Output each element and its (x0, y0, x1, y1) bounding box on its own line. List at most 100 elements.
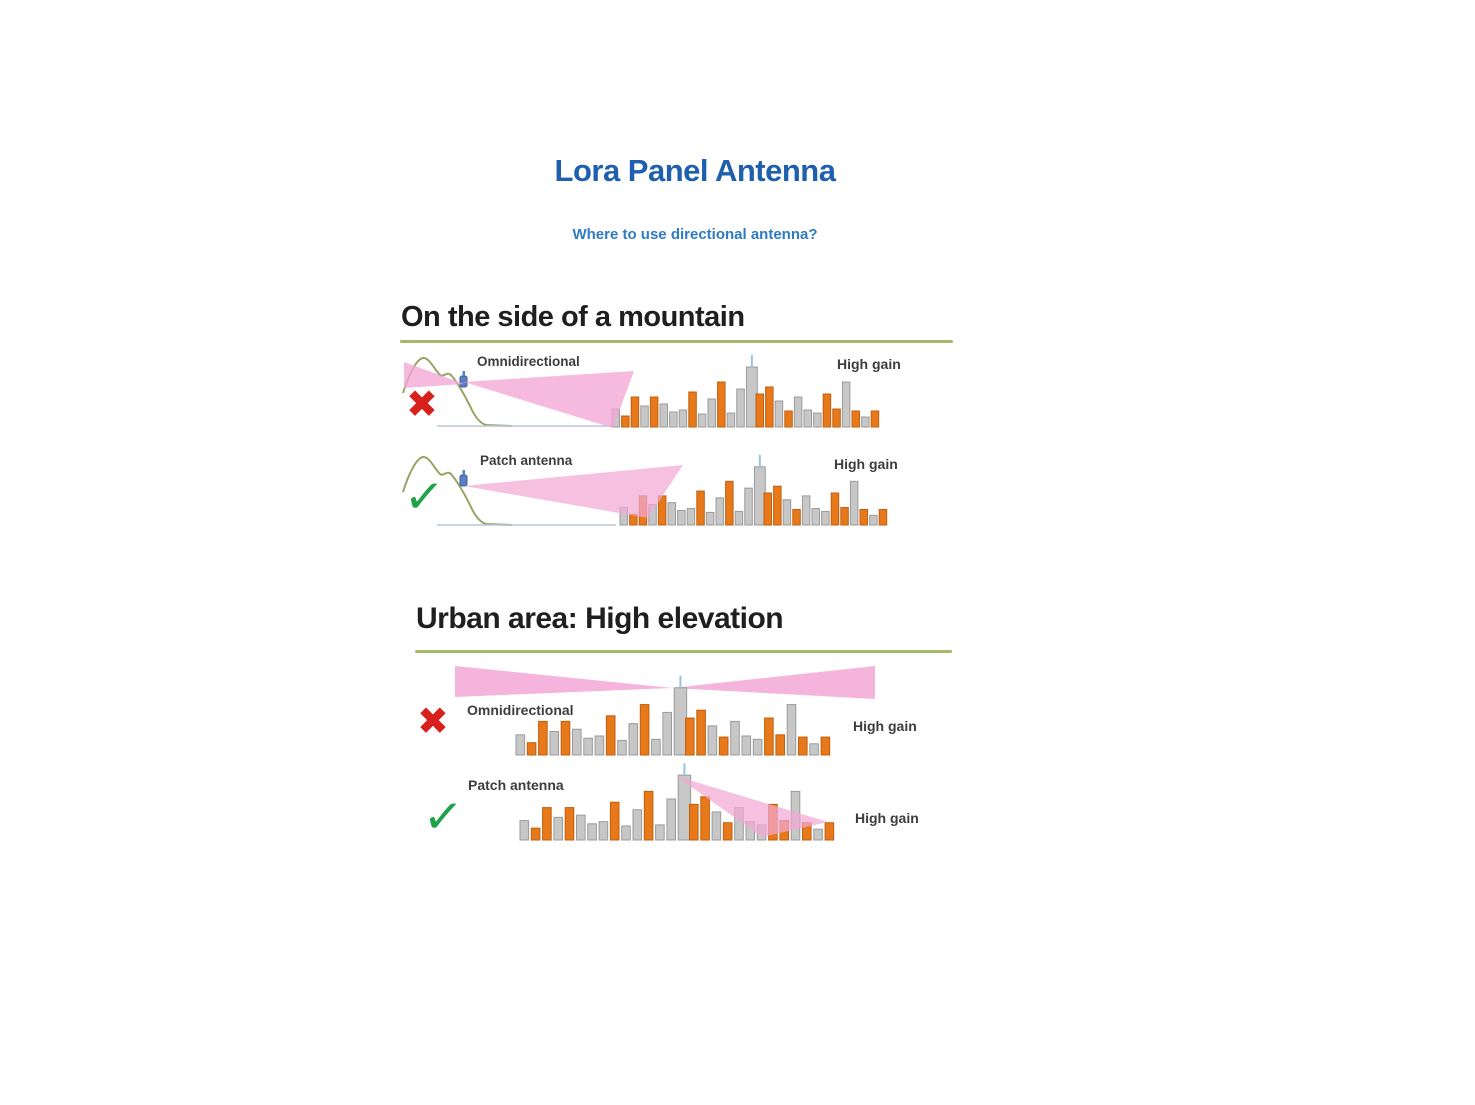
gain-label: High gain (834, 456, 898, 472)
city-skyline (519, 763, 835, 841)
page-title: Lora Panel Antenna (554, 153, 836, 188)
building (519, 820, 530, 841)
mountain-omni-scene (402, 355, 880, 428)
building (809, 743, 819, 756)
building (878, 508, 888, 526)
building (542, 807, 552, 841)
gain-label: High gain (853, 718, 917, 734)
building (643, 790, 654, 841)
patch-beam-cone (464, 465, 683, 518)
building (655, 824, 665, 841)
building (538, 720, 548, 756)
building (792, 508, 801, 526)
antenna-type-label: Patch antenna (480, 453, 573, 468)
tower-building (673, 687, 688, 756)
city-skyline (619, 454, 888, 526)
antenna-type-label: Patch antenna (468, 777, 564, 793)
building (824, 822, 835, 841)
building (793, 396, 803, 428)
gateway-antenna-icon (459, 375, 468, 388)
building (689, 803, 699, 841)
building (707, 725, 718, 756)
building (763, 492, 772, 526)
building (678, 409, 688, 428)
building (628, 723, 639, 756)
building (832, 408, 841, 428)
building (639, 704, 650, 756)
building (849, 480, 859, 526)
building (651, 738, 661, 756)
urban-omni-scene (455, 666, 875, 756)
building (821, 510, 830, 526)
building (813, 412, 822, 428)
building (784, 410, 793, 428)
building (722, 822, 733, 841)
mountain-patch-scene (402, 454, 888, 526)
building (696, 709, 706, 756)
building (774, 400, 784, 428)
building (822, 393, 832, 428)
cross-mark-icon: ✖ (417, 699, 449, 743)
building (813, 828, 823, 841)
check-mark-icon: ✓ (421, 787, 466, 847)
building (649, 396, 659, 428)
building (755, 393, 764, 428)
building (662, 711, 673, 756)
section-divider-urban (415, 650, 952, 653)
building (707, 398, 716, 428)
building (841, 381, 851, 428)
building (666, 798, 677, 841)
building (560, 720, 571, 756)
city-skyline (515, 675, 831, 756)
building (688, 391, 697, 428)
building (677, 509, 686, 526)
building (861, 416, 870, 428)
omni-beam-right-wedge (672, 666, 875, 699)
mountain-with-antenna (402, 357, 616, 427)
building (700, 796, 710, 841)
building (564, 807, 575, 841)
building (617, 739, 627, 756)
building (840, 507, 849, 526)
patch-beam-cone (676, 776, 828, 837)
building (726, 412, 736, 428)
section-divider-mountain (400, 340, 953, 343)
building (744, 487, 753, 526)
building (718, 736, 729, 756)
building (629, 513, 638, 526)
building (711, 811, 722, 841)
building (870, 410, 880, 428)
building (640, 405, 649, 428)
cross-mark-icon: ✖ (406, 382, 438, 426)
building (630, 396, 640, 428)
antenna-type-label: Omnidirectional (467, 702, 574, 718)
building (715, 497, 724, 526)
building (576, 814, 586, 841)
building (820, 736, 831, 756)
gain-label: High gain (855, 810, 919, 826)
building (632, 809, 643, 841)
building (621, 415, 630, 428)
building (773, 485, 782, 526)
building (697, 413, 707, 428)
building (741, 735, 752, 756)
building (594, 735, 605, 756)
antenna-type-label: Omnidirectional (477, 354, 580, 369)
gain-label: High gain (837, 356, 901, 372)
building (686, 508, 696, 526)
building (685, 717, 695, 756)
building (587, 823, 597, 841)
urban-patch-scene (519, 763, 835, 841)
building (705, 511, 715, 526)
section-heading-mountain: On the side of a mountain (401, 301, 745, 333)
building (752, 738, 763, 756)
building (811, 508, 820, 526)
building (598, 821, 609, 841)
building (764, 717, 774, 756)
building (667, 502, 676, 526)
omni-beam-right-wedge (464, 371, 634, 428)
omni-beam-left-wedge (455, 666, 672, 697)
building (736, 388, 745, 428)
